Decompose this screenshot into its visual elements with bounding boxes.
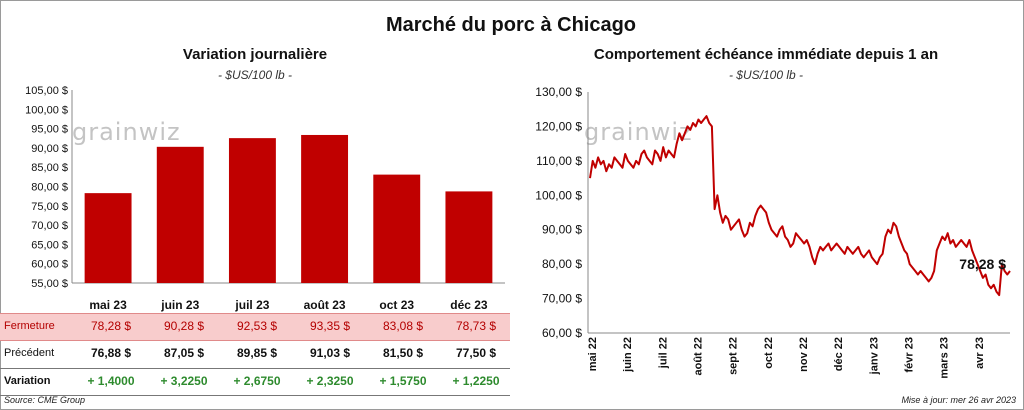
- x-tick-label: févr 23: [904, 337, 916, 372]
- variation-cell: + 3,2250: [160, 374, 208, 388]
- x-tick-label: mars 23: [939, 337, 951, 379]
- y-tick-label: 60,00 $: [31, 259, 68, 271]
- bar: [84, 193, 132, 283]
- previous-cell: 89,85 $: [236, 346, 278, 360]
- x-tick-label: juil 22: [657, 337, 669, 369]
- close-cell: 93,35 $: [309, 319, 351, 333]
- x-tick-label: avr 23: [974, 337, 986, 369]
- right-chart-subtitle: - $US/100 lb -: [728, 68, 804, 82]
- x-tick-label: janv 23: [868, 337, 880, 375]
- y-tick-label: 75,00 $: [31, 201, 68, 213]
- y-tick-label: 110,00 $: [536, 154, 582, 168]
- bar: [445, 191, 493, 283]
- close-cell: 78,73 $: [455, 319, 497, 333]
- watermark-logo: grainwiz: [72, 118, 181, 146]
- variation-row: Variation + 1,4000 + 3,2250 + 2,6750 + 2…: [0, 368, 510, 396]
- left-chart-subtitle: - $US/100 lb -: [217, 68, 293, 82]
- line-chart: 60,00 $ 70,00 $ 80,00 $ 90,00 $ 100,00 $ 110,…: [535, 85, 1011, 379]
- update-note: Mise à jour: mer 26 avr 2023: [901, 395, 1016, 405]
- previous-label: Précédent: [4, 347, 55, 359]
- previous-cell: 77,50 $: [455, 346, 497, 360]
- bar: [301, 134, 349, 283]
- y-tick-label: 70,00 $: [31, 220, 68, 232]
- variation-cell: + 2,3250: [306, 374, 354, 388]
- y-tick-label: 90,00 $: [31, 143, 68, 155]
- right-chart-title: Comportement échéance immédiate depuis 1…: [593, 46, 939, 63]
- y-tick-label: 70,00 $: [542, 292, 582, 306]
- y-tick-label: 100,00 $: [535, 188, 582, 202]
- variation-label: Variation: [4, 375, 51, 387]
- y-tick-label: 65,00 $: [31, 239, 68, 251]
- x-tick-label: déc 23: [450, 298, 488, 312]
- variation-cell: + 1,4000: [87, 374, 135, 388]
- x-tick-label: mai 22: [587, 337, 599, 371]
- close-cell: 78,28 $: [90, 319, 132, 333]
- y-tick-label: 55,00 $: [31, 278, 68, 290]
- y-tick-label: 120,00 $: [535, 119, 582, 133]
- close-cell: 90,28 $: [163, 319, 205, 333]
- close-cell: 92,53 $: [236, 319, 278, 333]
- variation-cell: + 2,6750: [233, 374, 281, 388]
- previous-cell: 87,05 $: [163, 346, 205, 360]
- bar: [156, 146, 204, 283]
- y-tick-label: 90,00 $: [542, 223, 582, 237]
- y-tick-label: 80,00 $: [31, 182, 68, 194]
- x-tick-label: mai 23: [89, 298, 127, 312]
- x-tick-label: oct 22: [763, 337, 775, 369]
- y-tick-label: 80,00 $: [542, 257, 582, 271]
- bar: [373, 174, 421, 283]
- previous-cell: 76,88 $: [90, 346, 132, 360]
- y-tick-label: 130,00 $: [535, 85, 582, 99]
- x-tick-label: juil 23: [234, 298, 269, 312]
- y-tick-label: 100,00 $: [25, 104, 68, 116]
- bar: [228, 138, 276, 283]
- page-title: Marché du porc à Chicago: [385, 14, 637, 36]
- y-tick-label: 60,00 $: [542, 326, 582, 340]
- y-tick-label: 105,00 $: [25, 85, 68, 97]
- left-chart-title: Variation journalière: [182, 46, 328, 63]
- variation-cell: + 1,2250: [452, 374, 500, 388]
- x-tick-label: août 23: [304, 298, 346, 312]
- close-cell: 83,08 $: [382, 319, 424, 333]
- previous-row: Précédent 76,88 $ 87,05 $ 89,85 $ 91,03 …: [0, 341, 510, 367]
- close-row: Fermeture 78,28 $ 90,28 $ 92,53 $ 93,35 …: [0, 313, 510, 341]
- previous-cell: 81,50 $: [382, 346, 424, 360]
- x-tick-label: juin 23: [160, 298, 199, 312]
- x-tick-label: déc 22: [833, 337, 845, 371]
- x-tick-label: nov 22: [798, 337, 810, 372]
- x-tick-label: oct 23: [379, 298, 414, 312]
- y-tick-label: 95,00 $: [31, 124, 68, 136]
- previous-cell: 91,03 $: [309, 346, 351, 360]
- x-tick-label: juin 22: [622, 337, 634, 373]
- variation-cell: + 1,5750: [379, 374, 427, 388]
- y-tick-label: 85,00 $: [31, 162, 68, 174]
- price-line: [589, 115, 1011, 297]
- x-tick-label: août 22: [693, 337, 705, 376]
- close-label: Fermeture: [4, 320, 55, 332]
- x-tick-label: sept 22: [728, 337, 740, 375]
- watermark-logo-right: grainwiz: [584, 118, 693, 146]
- source-note: Source: CME Group: [4, 395, 86, 405]
- bar-chart: 55,00 $ 60,00 $ 65,00 $ 70,00 $ 75,00 $ 80,00…: [25, 85, 505, 312]
- last-value-label: 78,28 $: [959, 256, 1006, 272]
